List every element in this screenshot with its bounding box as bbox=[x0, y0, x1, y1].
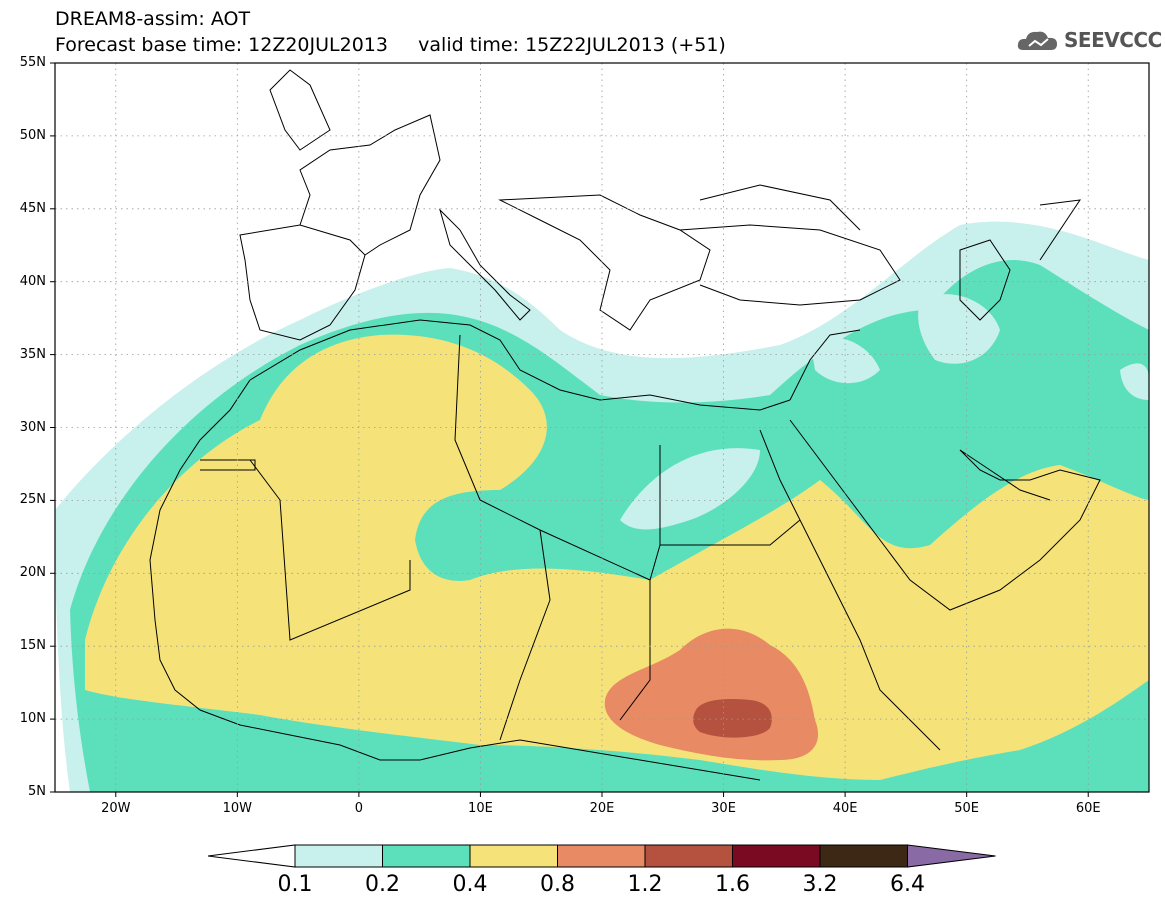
lat-tick-label: 10N bbox=[19, 711, 46, 727]
lat-tick-label: 15N bbox=[19, 638, 46, 654]
colorbar-level-label: 6.4 bbox=[890, 872, 925, 897]
lat-tick-label: 5N bbox=[28, 784, 46, 799]
coastlines bbox=[149, 69, 1101, 781]
colorbar-level-label: 0.2 bbox=[365, 872, 400, 897]
lon-tick-label: 0 bbox=[354, 801, 364, 816]
colorbar-segment bbox=[557, 844, 646, 868]
lon-tick-label: 10E bbox=[468, 801, 493, 816]
lon-tick-label: 40E bbox=[832, 801, 858, 816]
colorbar-segment bbox=[382, 844, 471, 868]
colorbar-segment bbox=[469, 844, 558, 868]
colorbar-over-triangle bbox=[907, 844, 996, 868]
map-subtitle: Forecast base time: 12Z20JUL2013 valid t… bbox=[55, 34, 726, 56]
lat-tick-label: 45N bbox=[19, 200, 46, 216]
lon-tick-label: 60E bbox=[1075, 801, 1101, 816]
lon-tick-label: 50E bbox=[954, 801, 980, 816]
grid bbox=[55, 63, 1149, 792]
lat-tick-label: 25N bbox=[19, 492, 46, 508]
lat-tick-label: 50N bbox=[19, 127, 46, 143]
aot-field bbox=[55, 221, 1149, 792]
map-title: DREAM8-assim: AOT bbox=[55, 8, 251, 30]
colorbar bbox=[207, 844, 996, 868]
lon-tick-label: 10W bbox=[222, 801, 253, 816]
lat-tick-label: 20N bbox=[19, 565, 46, 581]
colorbar-level-label: 1.2 bbox=[627, 872, 663, 897]
lat-tick-label: 40N bbox=[19, 273, 46, 289]
colorbar-level-label: 3.2 bbox=[802, 872, 838, 897]
lon-tick-label: 20E bbox=[589, 801, 615, 816]
lon-tick-label: 30E bbox=[711, 801, 736, 816]
cloud-logo-icon bbox=[1017, 31, 1057, 50]
lat-tick-label: 55N bbox=[19, 55, 46, 70]
aot-contour-1.2 bbox=[693, 699, 772, 738]
colorbar-under-triangle bbox=[207, 844, 296, 868]
colorbar-segment bbox=[732, 844, 821, 868]
colorbar-segment bbox=[644, 844, 733, 868]
colorbar-level-label: 0.1 bbox=[277, 872, 313, 897]
aot-contour-0.4 bbox=[85, 334, 1149, 780]
lon-tick-label: 20W bbox=[101, 801, 131, 816]
colorbar-level-label: 0.4 bbox=[452, 872, 488, 897]
lat-tick-label: 35N bbox=[19, 346, 46, 362]
colorbar-level-label: 0.8 bbox=[540, 872, 575, 897]
colorbar-segment bbox=[294, 844, 383, 868]
colorbar-segment bbox=[819, 844, 908, 868]
colorbar-level-label: 1.6 bbox=[715, 872, 750, 897]
logo-text: SEEVCCC bbox=[1064, 28, 1162, 52]
lat-tick-label: 30N bbox=[19, 419, 46, 435]
